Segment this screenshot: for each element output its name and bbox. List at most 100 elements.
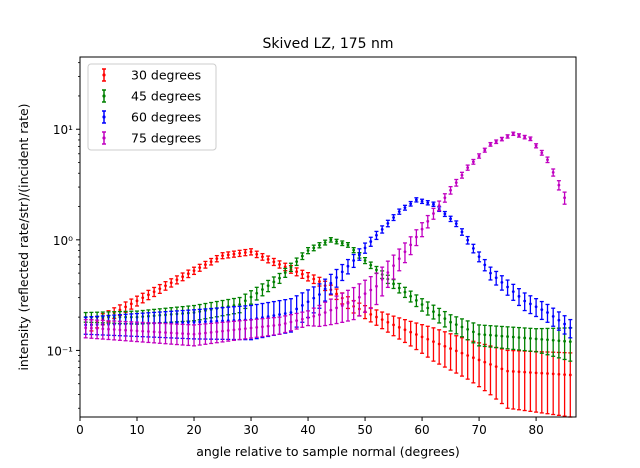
data-point — [283, 315, 288, 334]
data-point — [482, 147, 487, 153]
y-tick-label: 10⁰ — [53, 234, 73, 248]
legend-label: 45 degrees — [131, 89, 201, 104]
data-point — [328, 298, 333, 326]
data-point — [454, 220, 459, 228]
data-point — [237, 249, 242, 258]
data-point — [545, 303, 550, 323]
data-point — [271, 317, 276, 336]
legend-label: 75 degrees — [131, 131, 201, 146]
data-point — [89, 319, 94, 339]
y-tick-label: 10¹ — [53, 123, 73, 137]
data-point — [345, 289, 350, 322]
data-point — [345, 241, 350, 248]
data-point — [391, 278, 396, 290]
data-point — [448, 215, 453, 223]
data-point — [254, 286, 259, 301]
data-point — [420, 198, 425, 205]
data-point — [494, 270, 499, 286]
x-tick-label: 60 — [414, 423, 429, 437]
data-point — [568, 318, 573, 339]
data-point — [397, 282, 402, 294]
data-point — [340, 292, 345, 323]
x-tick: 60 — [414, 417, 430, 437]
data-point — [551, 307, 556, 327]
data-point — [363, 279, 368, 313]
x-tick: 40 — [300, 417, 316, 437]
data-point — [306, 246, 311, 255]
data-point — [317, 242, 322, 249]
data-point — [135, 321, 140, 343]
data-point — [534, 298, 539, 318]
data-point — [95, 319, 100, 340]
y-axis-label: intensity (reflected rate/str)/(incident… — [16, 103, 31, 370]
data-point — [454, 178, 459, 187]
data-point — [306, 310, 311, 327]
data-point — [157, 283, 162, 294]
data-point — [414, 322, 419, 351]
data-point — [431, 304, 436, 320]
data-point — [374, 309, 379, 326]
data-point — [562, 352, 567, 417]
data-point — [522, 292, 527, 312]
data-point — [266, 279, 271, 293]
data-point — [226, 321, 231, 342]
data-point — [351, 253, 356, 269]
data-point — [477, 324, 482, 347]
data-point — [180, 272, 185, 282]
data-point — [146, 289, 151, 301]
data-point — [471, 243, 476, 254]
data-point — [334, 295, 339, 325]
data-point — [368, 236, 373, 247]
data-point — [499, 325, 504, 349]
data-point — [174, 275, 179, 285]
data-point — [431, 207, 436, 220]
data-point — [516, 326, 521, 351]
data-point — [266, 255, 271, 264]
data-point — [442, 210, 447, 218]
data-point — [129, 321, 134, 342]
data-point — [431, 327, 436, 362]
data-point — [374, 265, 379, 275]
data-point — [477, 342, 482, 388]
plot-marks — [83, 131, 573, 418]
data-point — [351, 286, 356, 321]
data-point — [442, 331, 447, 368]
x-tick-label: 50 — [357, 423, 372, 437]
data-point — [442, 193, 447, 203]
data-point — [368, 307, 373, 323]
data-point — [306, 271, 311, 282]
data-point — [534, 328, 539, 353]
data-point — [192, 266, 197, 276]
data-point — [385, 219, 390, 228]
legend: 30 degrees 45 degrees 60 degrees 75 degrees — [87, 63, 217, 151]
data-point — [448, 186, 453, 195]
x-tick: 80 — [528, 417, 544, 437]
data-point — [169, 323, 174, 345]
data-point — [505, 326, 510, 350]
data-point — [357, 248, 362, 261]
data-point — [414, 197, 419, 203]
data-point — [277, 316, 282, 335]
data-point — [556, 327, 561, 359]
data-point — [277, 272, 282, 285]
data-point — [294, 312, 299, 330]
data-point — [83, 318, 88, 339]
data-point — [471, 340, 476, 384]
legend-label: 30 degrees — [131, 68, 201, 83]
data-point — [539, 351, 544, 414]
data-point — [505, 349, 510, 409]
data-point — [288, 314, 293, 332]
data-point — [266, 317, 271, 337]
data-point — [249, 290, 254, 305]
series-4 — [83, 131, 567, 347]
data-point — [431, 201, 436, 208]
x-tick-label: 0 — [76, 423, 84, 437]
data-point — [465, 235, 470, 245]
data-point — [505, 134, 510, 139]
data-point — [494, 325, 499, 349]
data-point — [380, 311, 385, 330]
data-point — [328, 273, 333, 295]
data-point — [374, 230, 379, 241]
data-point — [528, 327, 533, 352]
data-point — [556, 311, 561, 331]
